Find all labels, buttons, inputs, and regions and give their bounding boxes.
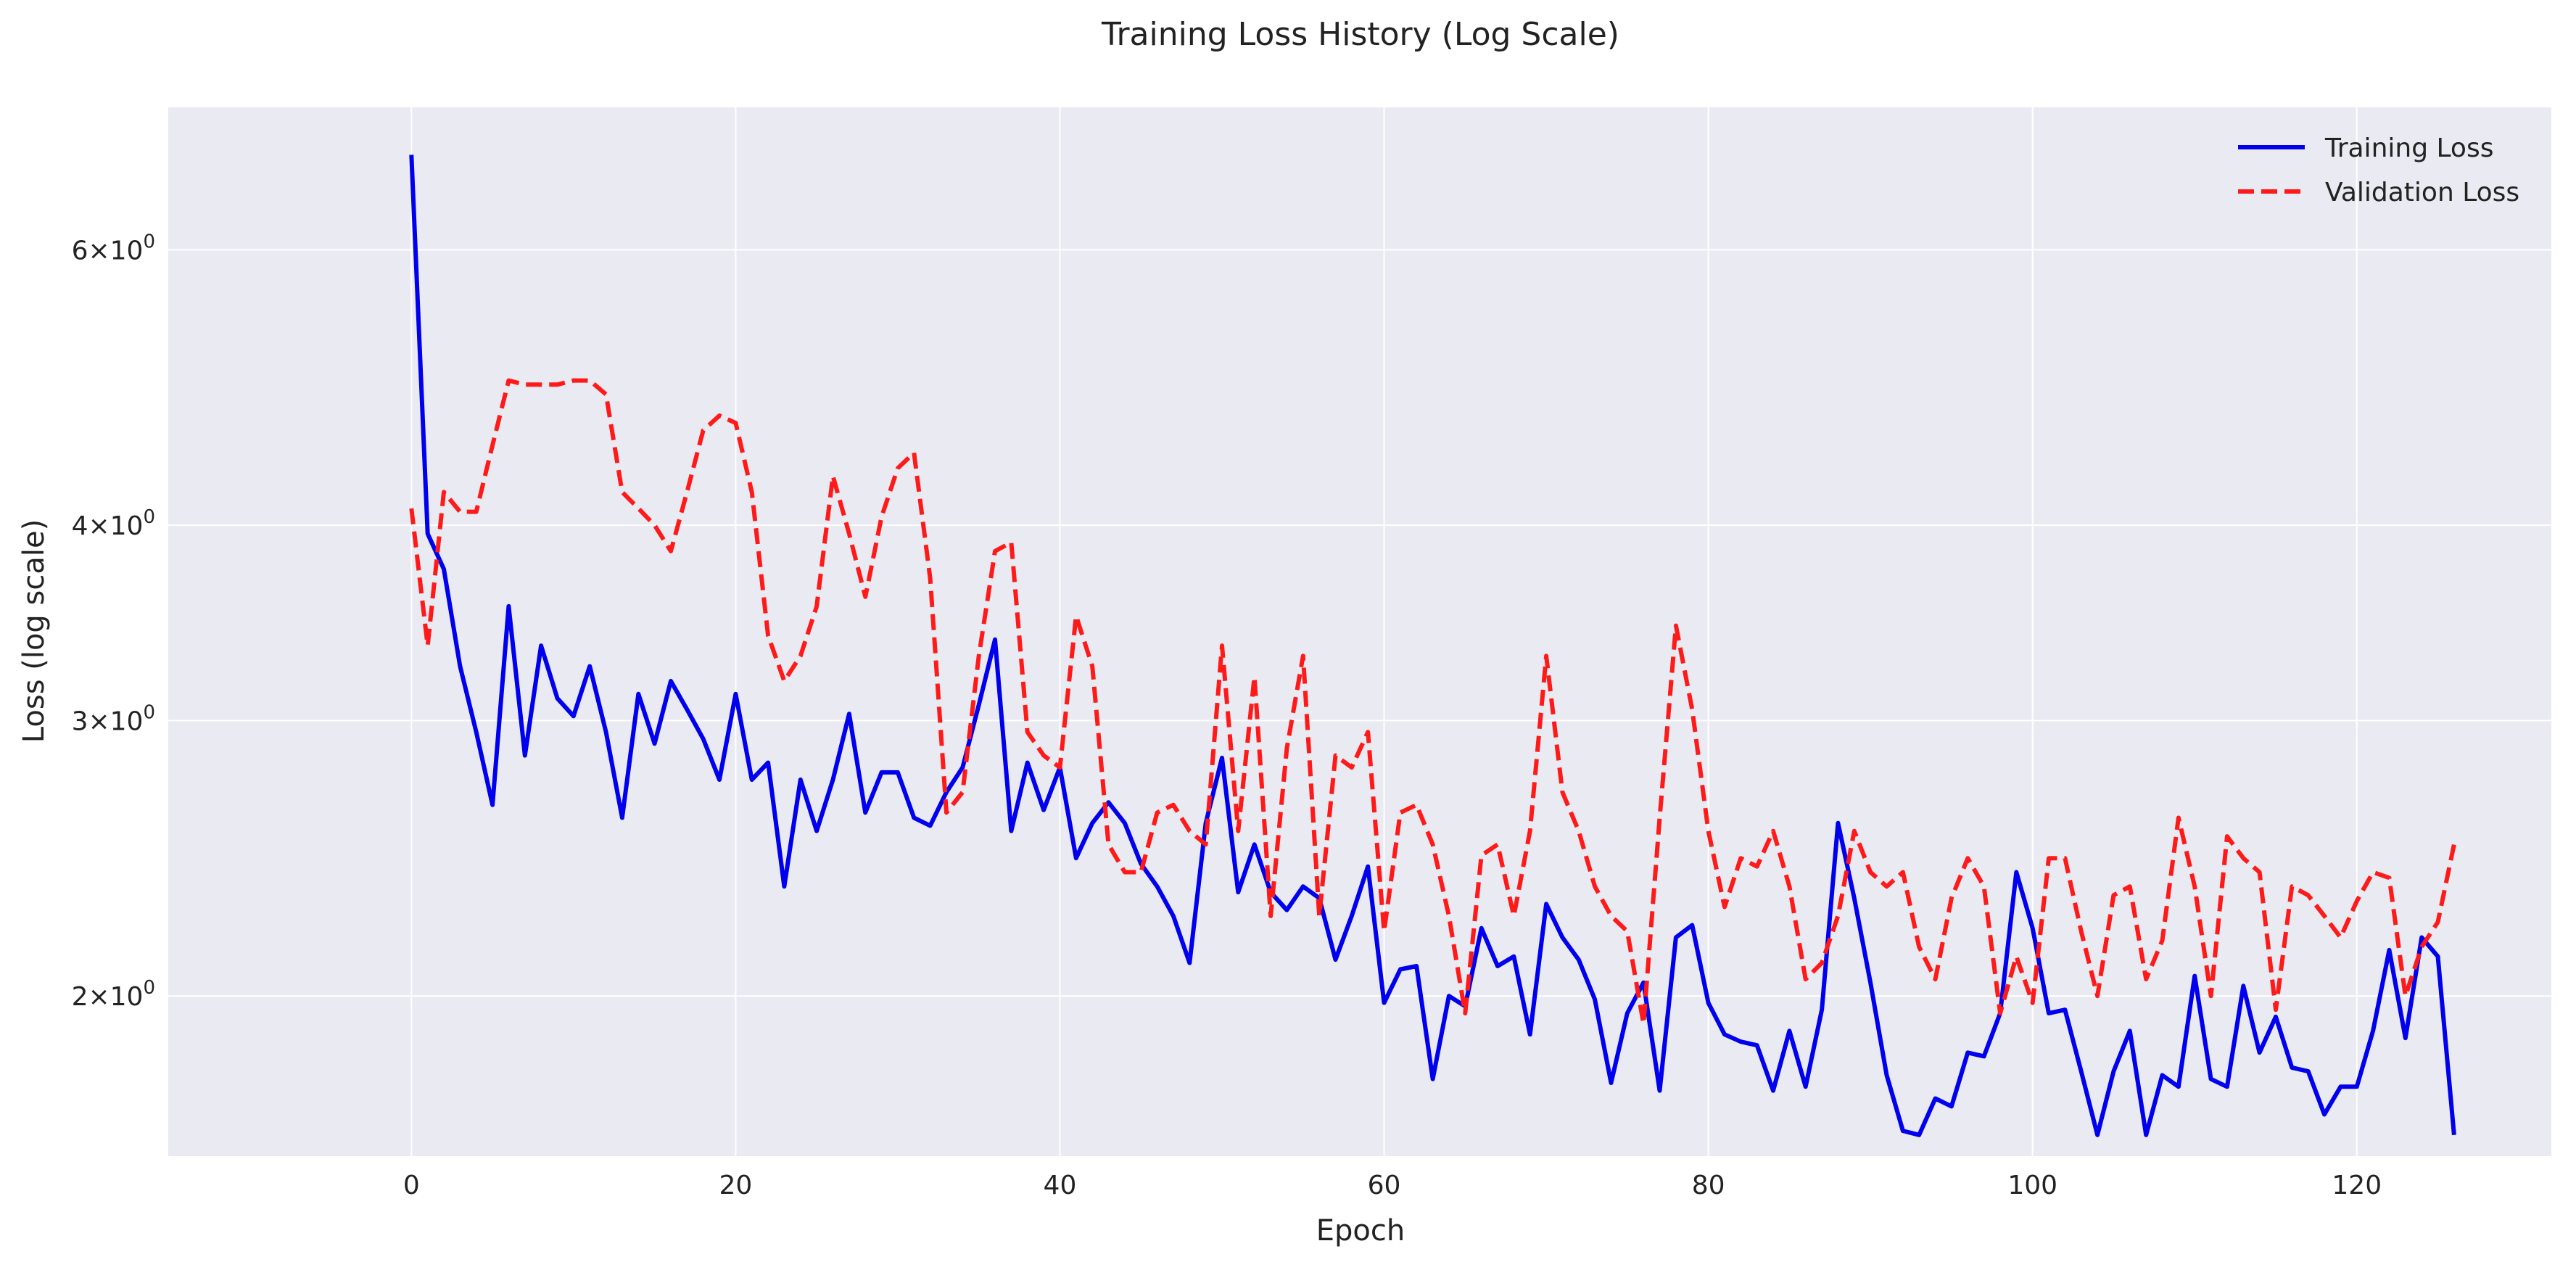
x-tick-label: 100: [2007, 1171, 2057, 1200]
series-layer: [409, 154, 2456, 1137]
x-tick-label: 80: [1692, 1171, 1725, 1200]
x-tick-label: 60: [1368, 1171, 1401, 1200]
plot-area: [168, 107, 2551, 1156]
grid: [168, 107, 2551, 1156]
y-tick-label: 2×100: [72, 977, 155, 1012]
legend-label-training: Training Loss: [2324, 133, 2493, 163]
tick-labels: 0 20 40 60 80 100 120 2×100 3×100 4×100 6×100: [72, 231, 2382, 1200]
y-tick-label: 6×100: [72, 231, 155, 265]
x-tick-label: 0: [403, 1171, 420, 1200]
y-tick-label: 3×100: [72, 702, 155, 737]
x-axis-label: Epoch: [1316, 1214, 1405, 1248]
y-axis-label: Loss (log scale): [17, 519, 51, 743]
x-tick-label: 120: [2332, 1171, 2382, 1200]
y-tick-label: 4×100: [72, 506, 155, 541]
x-tick-label: 20: [719, 1171, 752, 1200]
legend: Training Loss Validation Loss: [2238, 133, 2519, 207]
chart-title: Training Loss History (Log Scale): [1101, 16, 1619, 53]
validation-loss-line: [409, 378, 2456, 1026]
legend-label-validation: Validation Loss: [2325, 178, 2519, 207]
training-loss-line: [409, 154, 2456, 1137]
x-tick-label: 40: [1044, 1171, 1077, 1200]
